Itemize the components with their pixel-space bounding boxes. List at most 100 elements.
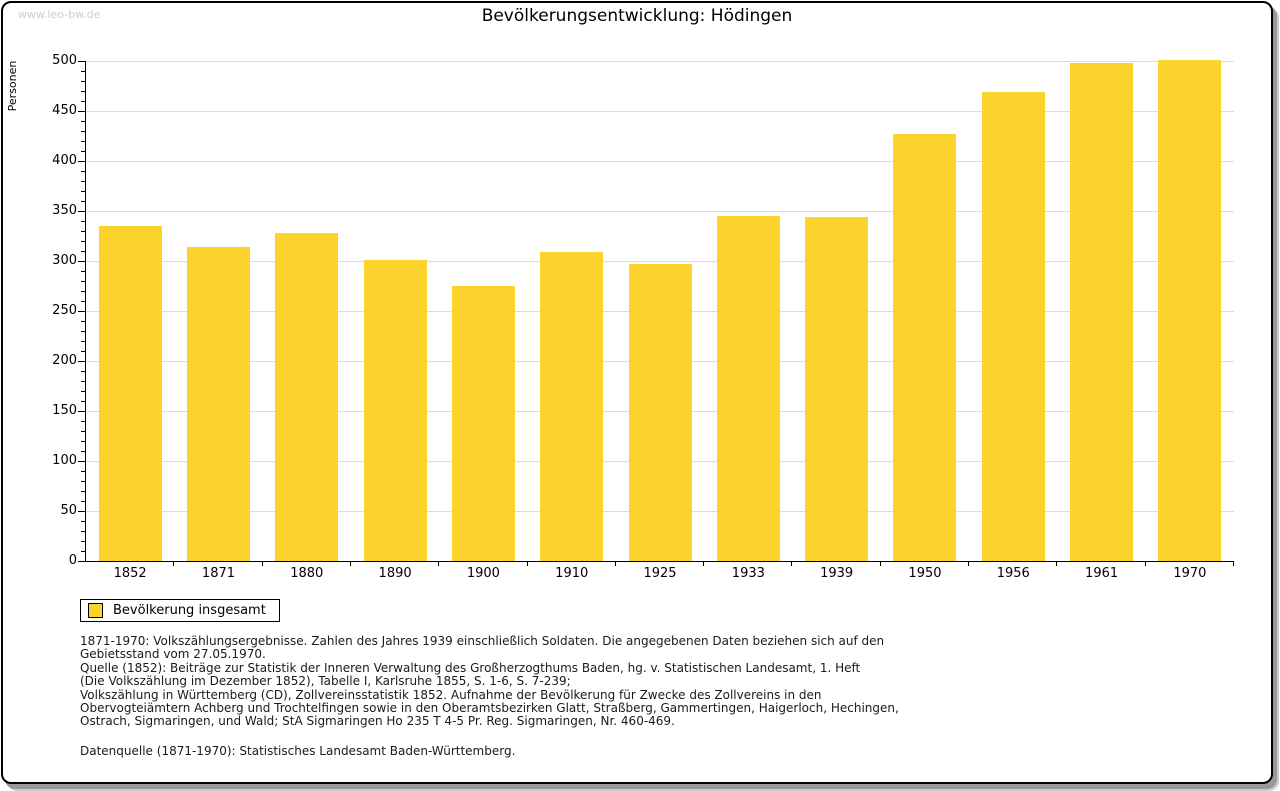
footnote-line-6: Obervogteiämtern Achberg und Trochtelfin… [80,701,899,716]
y-major-tick-500 [78,61,85,62]
gridline-400 [86,161,1234,162]
footnote-line-2: Gebietsstand vom 27.05.1970. [80,647,266,662]
y-minor-tick-430 [81,131,85,132]
y-minor-tick-210 [81,351,85,352]
x-label-1933: 1933 [731,566,765,581]
footnote-line-7: Ostrach, Sigmaringen, und Wald; StA Sigm… [80,714,675,729]
bar-1871 [186,247,250,561]
y-minor-tick-60 [81,501,85,502]
y-tick-label-100: 100 [52,453,77,468]
bar-1933 [716,216,780,561]
bar-1900 [451,286,515,561]
x-label-1852: 1852 [113,566,147,581]
y-major-tick-450 [78,111,85,112]
y-tick-label-350: 350 [52,203,77,218]
y-minor-tick-390 [81,171,85,172]
x-tick-12 [1145,562,1146,566]
y-minor-tick-40 [81,521,85,522]
y-minor-tick-420 [81,141,85,142]
y-minor-tick-330 [81,231,85,232]
y-tick-label-250: 250 [52,303,77,318]
y-major-tick-300 [78,261,85,262]
bar-1852 [98,226,162,561]
y-minor-tick-490 [81,71,85,72]
y-minor-tick-80 [81,481,85,482]
y-tick-label-50: 50 [60,503,77,518]
y-minor-tick-260 [81,301,85,302]
watermark: www.leo-bw.de [18,8,101,21]
bar-1970 [1158,60,1222,561]
x-label-1925: 1925 [643,566,677,581]
y-tick-label-500: 500 [52,53,77,68]
x-tick-10 [968,562,969,566]
y-minor-tick-360 [81,201,85,202]
x-tick-4 [438,562,439,566]
x-tick-11 [1056,562,1057,566]
bar-1939 [805,217,869,561]
y-minor-tick-20 [81,541,85,542]
y-major-tick-350 [78,211,85,212]
x-label-1871: 1871 [201,566,236,581]
footnote-lines: 1871-1970: Volkszählungsergebnisse. Zahl… [80,634,899,729]
y-minor-tick-270 [81,291,85,292]
y-major-tick-0 [78,561,85,562]
y-minor-tick-30 [81,531,85,532]
y-minor-tick-370 [81,191,85,192]
footnote-line-4: (Die Volkszählung im Dezember 1852), Tab… [80,674,571,689]
y-minor-tick-170 [81,391,85,392]
x-label-1961: 1961 [1085,566,1119,581]
y-minor-tick-340 [81,221,85,222]
x-label-1939: 1939 [820,566,854,581]
y-tick-label-200: 200 [52,353,77,368]
y-minor-tick-190 [81,371,85,372]
page-title: Bevölkerungsentwicklung: Hödingen [481,6,793,26]
x-label-1950: 1950 [908,566,942,581]
y-tick-label-150: 150 [52,403,77,418]
y-tick-label-450: 450 [52,103,77,118]
y-minor-tick-110 [81,451,85,452]
y-minor-tick-440 [81,121,85,122]
y-minor-tick-220 [81,341,85,342]
x-label-1970: 1970 [1173,566,1207,581]
y-tick-label-0: 0 [68,553,77,568]
y-major-tick-200 [78,361,85,362]
x-axis-labels: 1852 1871 1880 1890 1900 1910 1925 1933 1939 1950… [86,566,1234,583]
y-minor-tick-180 [81,381,85,382]
y-axis-title: Personen [6,60,19,112]
x-tick-2 [262,562,263,566]
gridline-500 [86,61,1234,62]
footnote-line-1: 1871-1970: Volkszählungsergebnisse. Zahl… [80,634,885,648]
legend-label: Bevölkerung insgesamt [113,603,266,618]
x-label-1956: 1956 [996,566,1030,581]
y-minor-tick-410 [81,151,85,152]
y-major-tick-50 [78,511,85,512]
y-major-tick-150 [78,411,85,412]
footnote-line-3: Quelle (1852): Beiträge zur Statistik de… [80,660,861,675]
y-minor-tick-130 [81,431,85,432]
y-tick-label-400: 400 [52,153,77,168]
y-minor-tick-240 [81,321,85,322]
y-minor-tick-310 [81,251,85,252]
x-axis-ticks [86,562,1234,567]
x-tick-9 [880,562,881,566]
y-axis-tick-labels: 0 50 100 150 200 250 300 350 400 450 500 [39,54,77,568]
y-major-tick-400 [78,161,85,162]
y-minor-tick-230 [81,331,85,332]
y-major-tick-100 [78,461,85,462]
y-minor-tick-480 [81,81,85,82]
footnotes: 1871-1970: Volkszählungsergebnisse. Zahl… [80,634,899,758]
bar-1910 [540,252,604,561]
bar-1890 [363,260,427,561]
x-tick-6 [615,562,616,566]
y-minor-tick-70 [81,491,85,492]
y-minor-tick-460 [81,101,85,102]
y-axis-ticks [77,61,85,562]
x-tick-3 [350,562,351,566]
y-minor-tick-160 [81,401,85,402]
x-tick-13 [1233,562,1234,566]
x-label-1880: 1880 [290,566,324,581]
y-minor-tick-10 [81,551,85,552]
x-label-1890: 1890 [378,566,412,581]
x-tick-8 [791,562,792,566]
